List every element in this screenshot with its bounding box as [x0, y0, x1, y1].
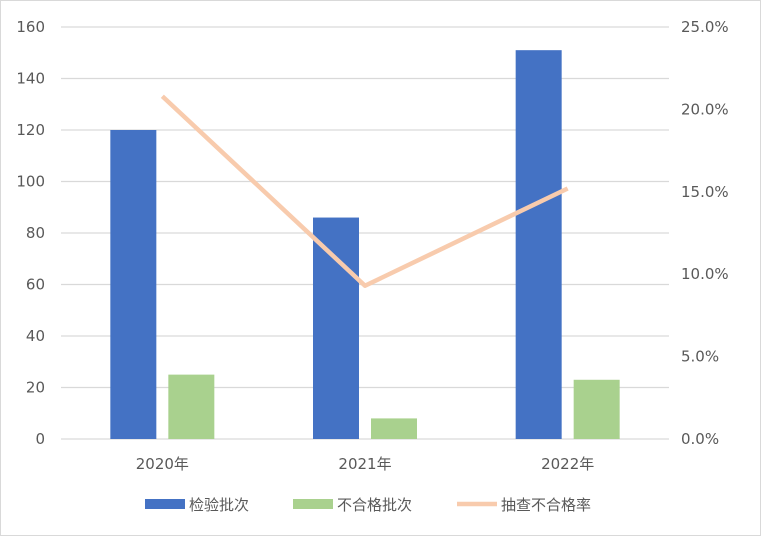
legend-label: 检验批次	[189, 496, 249, 514]
bar-inspection	[516, 50, 562, 439]
bar-inspection	[110, 130, 156, 439]
bar-inspection	[313, 218, 359, 439]
legend-label: 抽查不合格率	[501, 496, 591, 514]
y-tick-label: 60	[26, 276, 45, 294]
y2-tick-label: 10.0%	[681, 265, 729, 283]
y2-tick-label: 20.0%	[681, 100, 729, 118]
y2-tick-label: 5.0%	[681, 348, 719, 366]
x-tick-label: 2020年	[136, 455, 189, 473]
legend-label: 不合格批次	[337, 496, 412, 514]
x-tick-label: 2022年	[541, 455, 594, 473]
y-tick-label: 20	[26, 379, 45, 397]
rate-line	[162, 96, 567, 286]
y-tick-label: 140	[16, 70, 45, 88]
y-tick-label: 120	[16, 121, 45, 139]
y-tick-label: 0	[35, 430, 45, 448]
bar-unqualified	[168, 375, 214, 439]
y-tick-label: 160	[16, 18, 45, 36]
y2-tick-label: 15.0%	[681, 183, 729, 201]
x-tick-label: 2021年	[338, 455, 391, 473]
y-tick-label: 100	[16, 173, 45, 191]
legend-swatch	[293, 499, 333, 509]
y-tick-label: 80	[26, 224, 45, 242]
y2-tick-label: 0.0%	[681, 430, 719, 448]
bar-unqualified	[371, 418, 417, 439]
y-tick-label: 40	[26, 327, 45, 345]
y2-tick-label: 25.0%	[681, 18, 729, 36]
bar-unqualified	[574, 380, 620, 439]
legend-swatch	[145, 499, 185, 509]
